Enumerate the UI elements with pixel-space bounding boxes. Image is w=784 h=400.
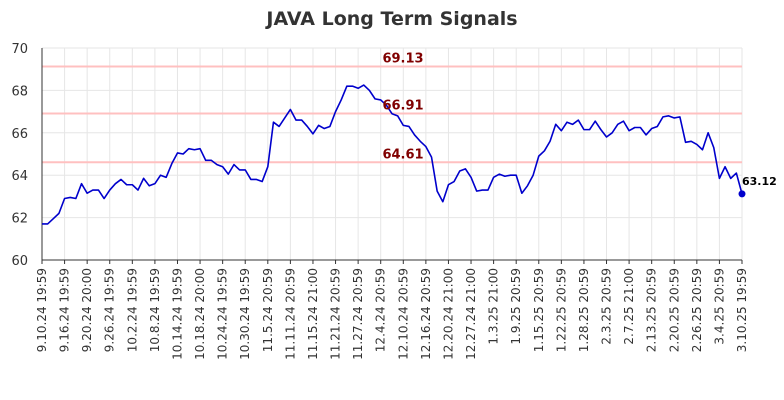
x-tick-label: 1.28.25 20:59 [577, 268, 591, 352]
series-layer [42, 84, 746, 225]
x-tick-label: 12.16.24 20:59 [419, 268, 433, 360]
x-tick-label: 1.3.25 21:00 [487, 268, 501, 345]
x-tick-label: 10.18.24 20:00 [193, 268, 207, 360]
x-tick-label: 9.16.24 19:59 [58, 268, 72, 352]
x-tick-label: 2.26.25 20:59 [690, 268, 704, 352]
x-tick-label: 10.8.24 19:59 [148, 268, 162, 352]
y-tick-label: 66 [11, 127, 28, 142]
reference-line-label: 64.61 [382, 147, 423, 162]
x-tick-label: 2.7.25 21:00 [622, 268, 636, 345]
x-tick-label: 9.10.24 19:59 [35, 268, 49, 352]
y-tick-label: 70 [11, 42, 28, 57]
x-tick-label: 9.26.24 19:59 [103, 268, 117, 352]
x-tick-label: 2.20.25 20:59 [667, 268, 681, 352]
x-tick-label: 11.5.24 20:59 [261, 268, 275, 352]
x-tick-label: 1.9.25 20:59 [509, 268, 523, 345]
y-tick-label: 62 [11, 212, 28, 227]
x-tick-label: 10.24.24 19:59 [216, 268, 230, 360]
last-value-label: 63.12 [742, 175, 777, 188]
y-tick-label: 60 [11, 254, 28, 269]
x-tick-label: 12.20.24 21:00 [441, 268, 455, 360]
reference-line-label: 69.13 [382, 51, 423, 66]
x-tick-label: 12.4.24 20:59 [374, 268, 388, 352]
x-tick-label: 10.2.24 19:59 [125, 268, 139, 352]
x-tick-label: 3.4.25 20:59 [712, 268, 726, 345]
chart-title: JAVA Long Term Signals [264, 8, 517, 30]
x-tick-label: 11.27.24 20:59 [351, 268, 365, 360]
x-tick-label: 11.21.24 20:59 [329, 268, 343, 360]
x-tick-label: 2.13.25 20:59 [645, 268, 659, 352]
x-tick-label: 12.10.24 20:59 [396, 268, 410, 360]
last-point-marker [738, 190, 746, 198]
x-tick-label: 10.14.24 19:59 [170, 268, 184, 360]
x-tick-label: 11.15.24 21:00 [306, 268, 320, 360]
x-tick-label: 12.27.24 21:00 [464, 268, 478, 360]
x-tick-label: 11.11.24 20:59 [283, 268, 297, 360]
x-tick-label: 1.22.25 20:59 [554, 268, 568, 352]
price-line [42, 84, 743, 225]
x-tick-label: 2.3.25 20:59 [600, 268, 614, 345]
x-tick-label: 3.10.25 19:59 [735, 268, 749, 352]
x-tick-label: 1.15.25 20:59 [532, 268, 546, 352]
y-tick-label: 68 [11, 84, 28, 99]
labels-layer: 60 62 64 66 68 70 9.10.24 19:59 9.16.24 19:59 9.… [11, 42, 776, 360]
reference-line-label: 66.91 [382, 99, 423, 114]
x-tick-label: 10.30.24 19:59 [238, 268, 252, 360]
y-tick-label: 64 [11, 169, 28, 184]
x-tick-label: 9.20.24 20:00 [80, 268, 94, 352]
